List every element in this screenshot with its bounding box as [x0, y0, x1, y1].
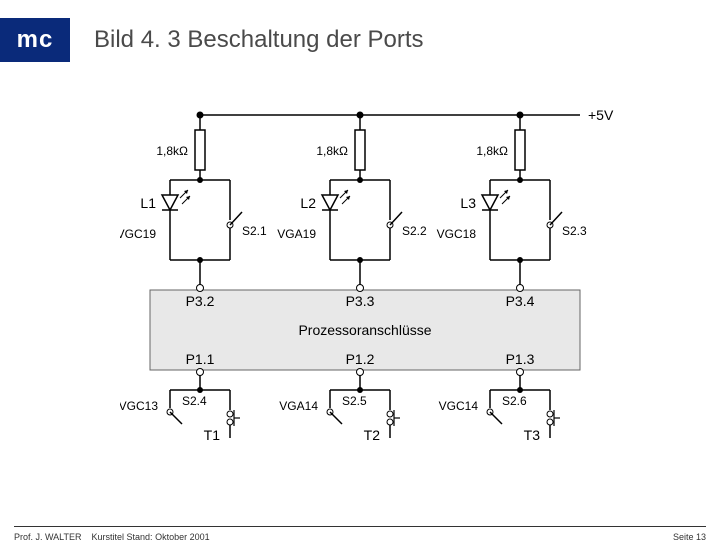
svg-text:S2.1: S2.1	[242, 224, 267, 238]
svg-text:P3.3: P3.3	[346, 293, 375, 309]
svg-text:P1.3: P1.3	[506, 351, 535, 367]
footer-left: Prof. J. WALTER Kurstitel Stand: Oktober…	[14, 532, 210, 540]
svg-text:T2: T2	[364, 427, 381, 443]
svg-text:+5V: +5V	[588, 107, 614, 123]
svg-text:T3: T3	[524, 427, 541, 443]
svg-text:VGA14: VGA14	[279, 399, 318, 413]
svg-text:P1.2: P1.2	[346, 351, 375, 367]
svg-text:VGC13: VGC13	[120, 399, 158, 413]
svg-text:S2.5: S2.5	[342, 394, 367, 408]
footer-author: Prof. J. WALTER	[14, 532, 82, 540]
svg-text:1,8kΩ: 1,8kΩ	[316, 144, 348, 158]
svg-text:L2: L2	[300, 195, 316, 211]
mc-badge: mc	[0, 18, 70, 62]
svg-text:P3.4: P3.4	[506, 293, 535, 309]
svg-text:VGC14: VGC14	[439, 399, 479, 413]
circuit-diagram: +5V Prozessoranschlüsse 1,8kΩ L1 S2.1 VGC19 P3…	[120, 100, 620, 460]
svg-text:1,8kΩ: 1,8kΩ	[156, 144, 188, 158]
footer-stand: Kurstitel Stand: Oktober 2001	[92, 532, 210, 540]
slide-title: Bild 4. 3 Beschaltung der Ports	[94, 26, 424, 54]
svg-text:VGC18: VGC18	[437, 227, 477, 241]
svg-text:VGC19: VGC19	[120, 227, 156, 241]
svg-text:L3: L3	[460, 195, 476, 211]
footer-rule	[14, 526, 706, 527]
footer-page: Seite 13	[673, 532, 706, 540]
svg-text:P3.2: P3.2	[186, 293, 215, 309]
svg-text:L1: L1	[140, 195, 156, 211]
svg-text:1,8kΩ: 1,8kΩ	[476, 144, 508, 158]
svg-text:T1: T1	[204, 427, 221, 443]
svg-text:VGA19: VGA19	[277, 227, 316, 241]
svg-text:S2.2: S2.2	[402, 224, 427, 238]
svg-text:P1.1: P1.1	[186, 351, 215, 367]
svg-text:S2.3: S2.3	[562, 224, 587, 238]
svg-text:Prozessoranschlüsse: Prozessoranschlüsse	[298, 322, 431, 338]
svg-text:S2.6: S2.6	[502, 394, 527, 408]
svg-text:S2.4: S2.4	[182, 394, 207, 408]
